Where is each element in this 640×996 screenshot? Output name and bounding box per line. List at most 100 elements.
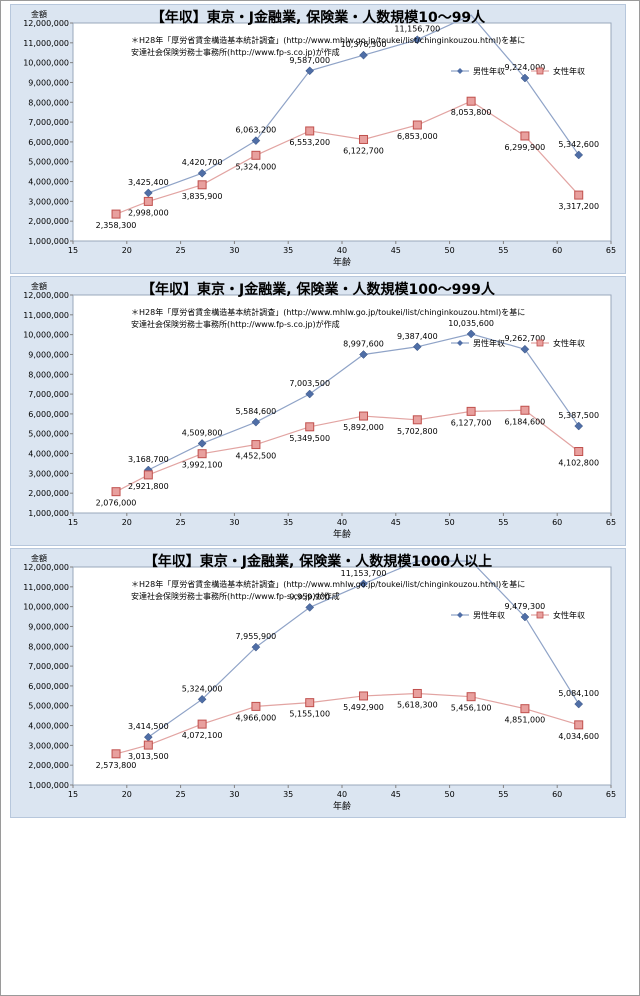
data-point-male xyxy=(251,136,261,146)
chart-title: 【年収】東京・J金融業, 保険業・人数規模100～999人 xyxy=(141,282,495,298)
data-point-female xyxy=(412,688,422,698)
chart-panel-3: 1,000,000 2,000,000 3,000,000 4,000,000 5,00… xyxy=(10,548,626,818)
data-label: 9,224,000 xyxy=(505,63,546,72)
chart-plot: 1,000,000 2,000,000 3,000,000 4,000,000 5,00… xyxy=(23,291,616,540)
data-point-male xyxy=(412,35,422,45)
x-tick-label: 25 xyxy=(176,518,186,527)
data-label: 5,324,000 xyxy=(182,684,223,693)
data-label: 5,084,100 xyxy=(558,689,599,698)
data-label: 2,358,300 xyxy=(96,221,137,230)
data-point-female xyxy=(111,749,121,759)
source-note-line2: 安達社会保険労務士事務所(http://www.fp-s.co.jp)が作成 xyxy=(131,320,340,329)
data-label: 11,156,700 xyxy=(394,25,440,34)
data-label: 5,584,600 xyxy=(236,407,277,416)
y-tick-label: 12,000,000 xyxy=(23,563,69,572)
data-label: 5,155,100 xyxy=(289,710,330,719)
chart-plot: 1,000,000 2,000,000 3,000,000 4,000,000 5,00… xyxy=(23,560,616,812)
data-label: 6,063,200 xyxy=(236,126,277,135)
series-line-female xyxy=(115,409,580,493)
y-tick-label: 6,000,000 xyxy=(28,138,69,147)
data-label: 3,425,400 xyxy=(128,178,169,187)
data-label: 5,618,300 xyxy=(397,700,438,709)
x-axis-label: 年齢 xyxy=(333,528,351,540)
data-label: 6,184,600 xyxy=(505,417,546,426)
data-point-female xyxy=(143,196,153,206)
y-tick-label: 1,000,000 xyxy=(28,781,69,790)
data-point-male xyxy=(412,342,422,352)
data-label: 2,076,000 xyxy=(96,499,137,508)
data-label: 6,122,700 xyxy=(343,146,384,155)
legend-marker-female xyxy=(536,611,544,619)
data-point-male xyxy=(251,642,261,652)
x-tick-label: 30 xyxy=(229,246,239,255)
y-tick-label: 4,000,000 xyxy=(28,722,69,731)
data-point-female xyxy=(143,470,153,480)
data-label: 4,966,000 xyxy=(236,713,277,722)
y-tick-label: 8,000,000 xyxy=(28,98,69,107)
y-tick-label: 8,000,000 xyxy=(28,370,69,379)
x-tick-label: 50 xyxy=(445,518,455,527)
y-tick-label: 12,000,000 xyxy=(23,19,69,28)
data-label: 3,013,500 xyxy=(128,752,169,761)
data-label: 4,420,700 xyxy=(182,158,223,167)
data-label: 6,853,000 xyxy=(397,132,438,141)
y-tick-label: 3,000,000 xyxy=(28,741,69,750)
legend-label-male: 男性年収 xyxy=(473,66,505,76)
x-tick-label: 60 xyxy=(552,790,562,799)
data-point-female xyxy=(520,131,530,141)
data-point-female xyxy=(197,180,207,190)
data-point-male xyxy=(197,168,207,178)
data-label: 6,127,700 xyxy=(451,418,492,427)
x-tick-label: 50 xyxy=(445,790,455,799)
data-point-female xyxy=(197,719,207,729)
data-point-male xyxy=(359,350,368,359)
data-label: 4,034,600 xyxy=(558,732,599,741)
x-tick-label: 45 xyxy=(391,246,401,255)
y-tick-label: 7,000,000 xyxy=(28,118,69,127)
data-label: 8,997,600 xyxy=(343,340,384,349)
plot-area xyxy=(72,566,612,786)
y-tick-label: 3,000,000 xyxy=(28,469,69,478)
data-point-female xyxy=(466,96,476,106)
data-point-female xyxy=(197,449,207,459)
data-point-male xyxy=(251,417,261,427)
y-tick-label: 8,000,000 xyxy=(28,642,69,651)
y-tick-label: 5,000,000 xyxy=(28,158,69,167)
y-tick-label: 2,000,000 xyxy=(28,217,69,226)
series-line-female xyxy=(115,692,579,755)
data-point-male xyxy=(574,699,584,709)
data-label: 9,587,000 xyxy=(289,56,330,65)
y-tick-label: 10,000,000 xyxy=(23,59,69,68)
x-tick-label: 65 xyxy=(606,518,616,527)
y-tick-label: 9,000,000 xyxy=(28,78,69,87)
y-tick-label: 7,000,000 xyxy=(28,390,69,399)
y-axis-label: 金額 xyxy=(31,554,47,563)
data-point-male xyxy=(466,329,476,339)
data-label: 2,573,800 xyxy=(96,761,137,770)
source-note-line2: 安達社会保険労務士事務所(http://www.fp-s.co.jp)が作成 xyxy=(131,592,340,601)
data-point-female xyxy=(412,415,422,425)
data-label: 4,072,100 xyxy=(182,731,223,740)
data-label: 10,376,300 xyxy=(341,40,387,49)
data-label: 6,299,900 xyxy=(505,143,546,152)
data-point-male xyxy=(520,344,530,354)
legend-marker-female xyxy=(536,339,544,347)
y-tick-label: 11,000,000 xyxy=(23,39,69,48)
data-label: 2,998,000 xyxy=(128,208,169,217)
x-tick-label: 55 xyxy=(498,790,508,799)
data-point-female xyxy=(305,126,315,136)
y-tick-label: 6,000,000 xyxy=(28,682,69,691)
y-tick-label: 3,000,000 xyxy=(28,197,69,206)
data-label: 5,702,800 xyxy=(397,427,438,436)
data-label: 5,892,000 xyxy=(343,423,384,432)
data-label: 9,479,300 xyxy=(505,602,546,611)
data-label: 8,053,800 xyxy=(451,108,492,117)
x-tick-label: 35 xyxy=(283,246,293,255)
source-note-line1: ＊H28年「厚労省賃金構造基本統計調査」(http://www.mhlw.go.… xyxy=(131,36,526,45)
data-point-male xyxy=(520,612,530,622)
data-point-female xyxy=(305,422,315,432)
legend-marker-male xyxy=(457,612,463,618)
data-point-female xyxy=(466,406,476,416)
y-tick-label: 7,000,000 xyxy=(28,662,69,671)
data-point-male xyxy=(359,50,368,60)
